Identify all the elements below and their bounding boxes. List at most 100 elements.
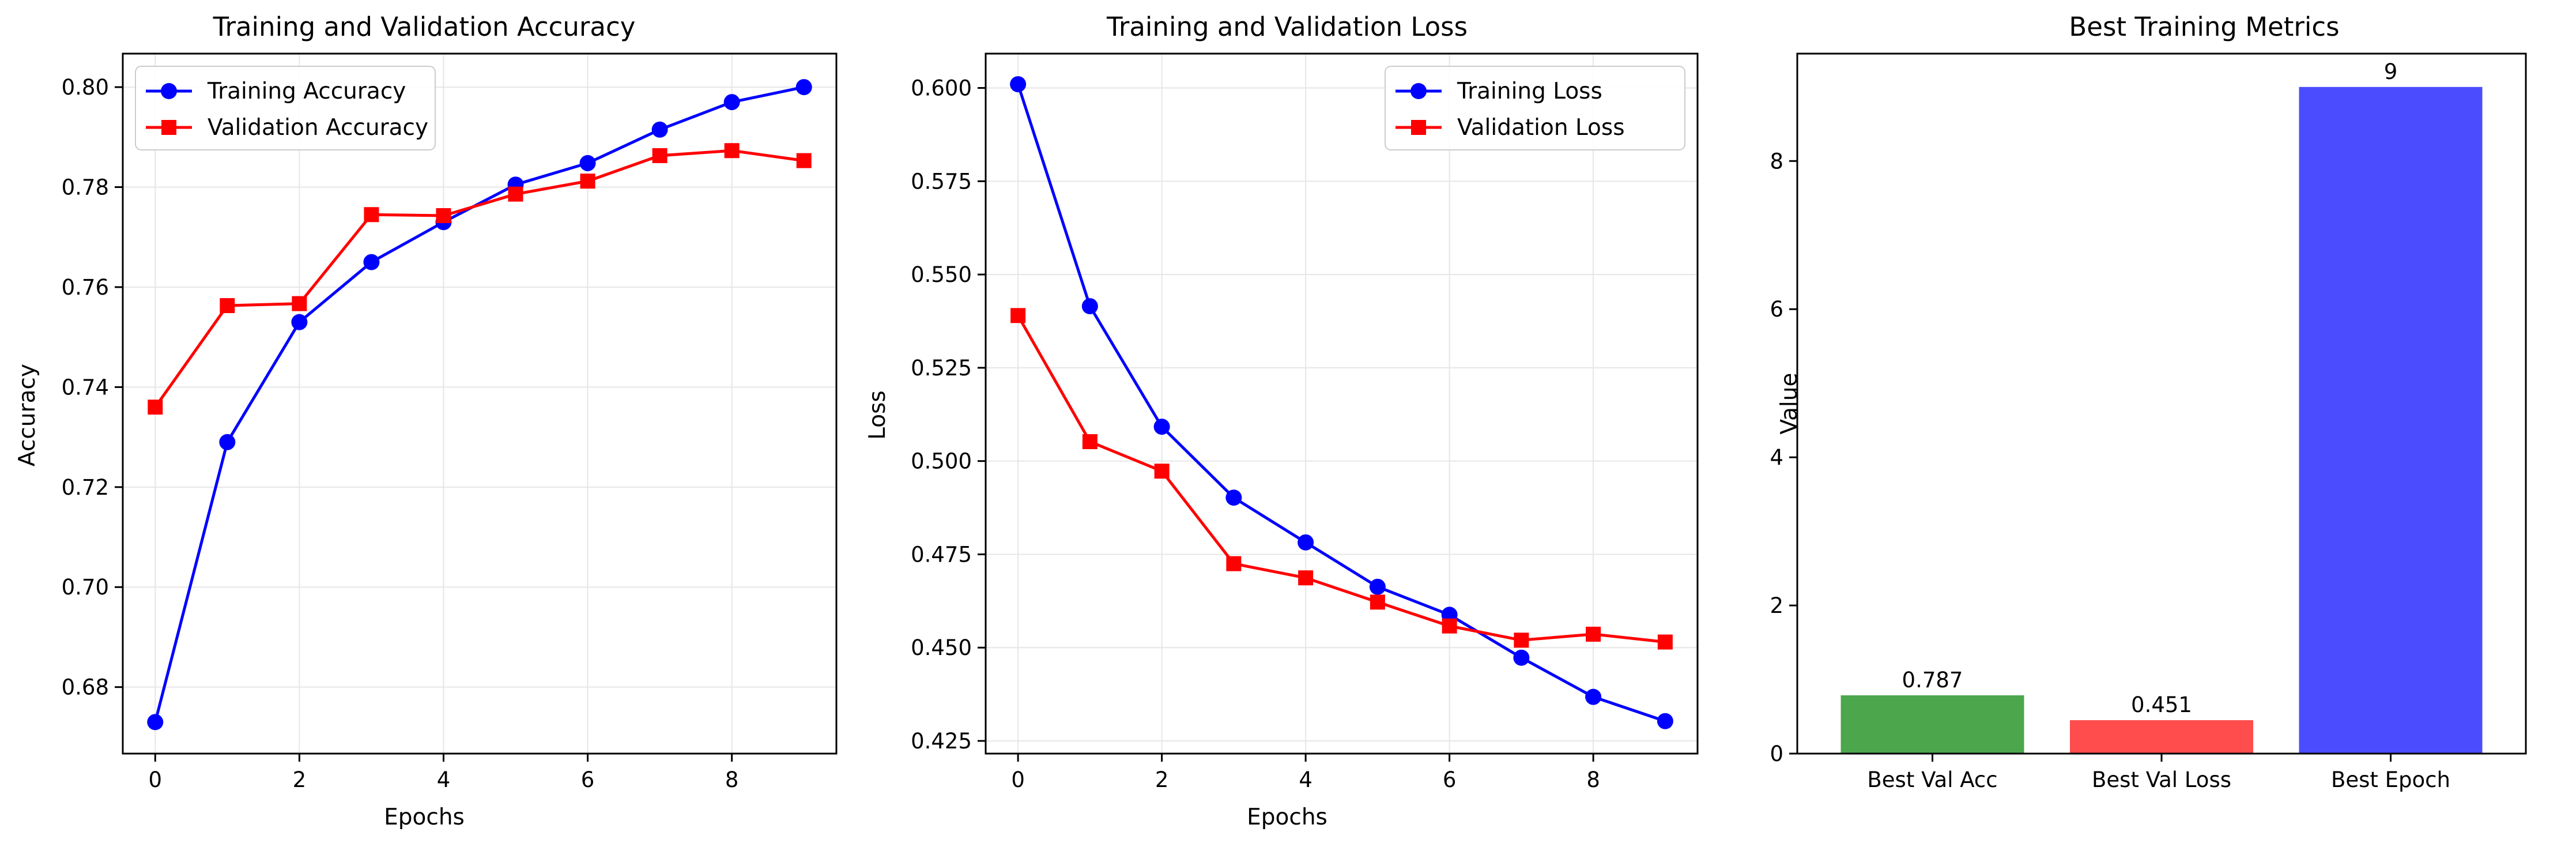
accuracy-y-tick-label: 0.76 <box>62 275 109 300</box>
accuracy-y-tick-label: 0.68 <box>62 675 109 700</box>
loss-series-2-point <box>1298 570 1314 586</box>
accuracy-legend-box <box>135 66 436 150</box>
loss-y-tick-label: 0.525 <box>911 356 972 381</box>
accuracy-series-1-point <box>723 94 740 111</box>
loss-series-line-1 <box>1016 84 1666 723</box>
accuracy-chart: Training and Validation Accuracy Epochs … <box>14 12 838 830</box>
loss-y-tick-label: 0.550 <box>911 262 972 287</box>
accuracy-x-tick-label: 6 <box>581 767 595 792</box>
accuracy-series-2-point <box>724 143 740 159</box>
best-metrics-chart: Best Training Metrics Value 0.787 Best Va… <box>1770 12 2527 792</box>
best-metrics-y-tick-label: 4 <box>1770 445 1783 470</box>
accuracy-series-1-point <box>363 254 380 270</box>
loss-series-2-point <box>1226 556 1242 571</box>
loss-legend-label: Training Loss <box>1457 78 1602 104</box>
loss-series-2-point <box>1370 594 1385 610</box>
accuracy-x-tick-label: 0 <box>148 767 162 792</box>
loss-y-tick-label: 0.425 <box>911 729 972 754</box>
bar-best-val-loss <box>2070 720 2253 754</box>
accuracy-x-tick-label: 2 <box>293 767 307 792</box>
bar-best-epoch <box>2299 86 2483 754</box>
loss-x-tick-label: 6 <box>1443 767 1457 792</box>
loss-series-2-point <box>1442 618 1457 634</box>
best-metrics-y-tick-label: 0 <box>1770 741 1783 766</box>
loss-series-1-point <box>1298 534 1314 551</box>
loss-x-tick-label: 2 <box>1155 767 1169 792</box>
loss-plot-frame <box>985 52 1699 755</box>
accuracy-series-2-point <box>796 153 812 168</box>
best-metrics-x-tick-label: Best Val Acc <box>1867 767 1997 792</box>
loss-y-tick-label: 0.500 <box>911 449 972 474</box>
accuracy-series-line-1 <box>153 85 805 723</box>
best-metrics-x-tick-label: Best Val Loss <box>2092 767 2231 792</box>
accuracy-series-1-point <box>651 121 668 138</box>
loss-series-1-point <box>1010 76 1027 93</box>
loss-series-2-point <box>1010 308 1026 323</box>
loss-series-2-point <box>1586 626 1601 642</box>
accuracy-x-axis-label: Epochs <box>384 804 465 830</box>
bar-best-val-acc <box>1840 695 2024 754</box>
best-metrics-y-tick-label: 6 <box>1770 297 1783 322</box>
accuracy-series-1-point <box>291 314 308 330</box>
loss-legend-label: Validation Loss <box>1457 115 1625 141</box>
accuracy-legend-swatch-marker <box>161 120 176 135</box>
loss-y-tick-label: 0.475 <box>911 542 972 567</box>
loss-x-tick-label: 0 <box>1011 767 1025 792</box>
loss-y-axis-label: Loss <box>865 390 891 440</box>
accuracy-series-1-point <box>147 714 164 731</box>
loss-series-2-point <box>1657 634 1673 650</box>
best-metrics-y-tick-label: 2 <box>1770 593 1783 618</box>
best-metrics-y-axis-label: Value <box>1777 372 1802 434</box>
accuracy-plot-frame <box>122 52 838 755</box>
loss-series-1-point <box>1081 298 1098 315</box>
accuracy-series-2-point <box>148 400 163 415</box>
loss-series-1-point <box>1657 713 1673 729</box>
loss-series-2-point <box>1154 464 1170 479</box>
accuracy-series-2-point <box>364 207 379 223</box>
accuracy-x-tick-label: 4 <box>437 767 451 792</box>
best-metrics-y-tick-label: 8 <box>1770 149 1783 174</box>
accuracy-chart-title: Training and Validation Accuracy <box>213 12 636 42</box>
loss-series-1-point <box>1513 649 1530 666</box>
accuracy-legend-label: Validation Accuracy <box>208 115 428 141</box>
loss-chart: Training and Validation Loss Epochs Loss… <box>865 12 1699 830</box>
loss-x-tick-label: 8 <box>1586 767 1600 792</box>
bar-value-label: 9 <box>2384 59 2398 84</box>
loss-y-tick-label: 0.450 <box>911 635 972 660</box>
accuracy-series-1-point <box>579 155 596 171</box>
accuracy-series-2-point <box>220 298 235 314</box>
loss-series-1-point <box>1225 490 1242 506</box>
accuracy-y-tick-label: 0.80 <box>62 75 109 100</box>
loss-series-1-point <box>1153 419 1170 435</box>
loss-legend-swatch-marker <box>1410 83 1427 99</box>
loss-series-1-point <box>1585 688 1602 705</box>
loss-legend-swatch-marker <box>1411 120 1426 135</box>
accuracy-y-axis-label: Accuracy <box>14 364 40 466</box>
accuracy-series-2-point <box>436 208 451 223</box>
bar-value-label: 0.787 <box>1902 668 1963 692</box>
best-metrics-x-tick-label: Best Epoch <box>2331 767 2450 792</box>
loss-x-axis-label: Epochs <box>1247 804 1327 830</box>
accuracy-series-2-point <box>580 174 595 189</box>
loss-series-2-point <box>1514 633 1529 648</box>
accuracy-legend-swatch-marker <box>161 83 177 99</box>
accuracy-series-2-point <box>292 296 307 311</box>
loss-chart-title: Training and Validation Loss <box>1106 12 1468 42</box>
accuracy-series-2-point <box>652 148 667 163</box>
accuracy-y-tick-label: 0.78 <box>62 175 109 200</box>
accuracy-series-1-point <box>795 79 812 96</box>
loss-y-tick-label: 0.575 <box>911 169 972 194</box>
accuracy-y-tick-label: 0.74 <box>62 375 109 400</box>
bar-value-label: 0.451 <box>2131 692 2192 717</box>
accuracy-series-2-point <box>508 186 523 202</box>
best-metrics-chart-title: Best Training Metrics <box>2069 12 2339 42</box>
loss-y-tick-label: 0.600 <box>911 76 972 101</box>
accuracy-y-tick-label: 0.72 <box>62 475 109 500</box>
loss-legend-box <box>1385 66 1685 150</box>
loss-series-line-2 <box>1016 315 1666 643</box>
accuracy-x-tick-label: 8 <box>725 767 739 792</box>
accuracy-series-1-point <box>219 434 236 450</box>
accuracy-legend-label: Training Accuracy <box>207 78 406 104</box>
best-metrics-plot-frame <box>1796 52 2527 755</box>
